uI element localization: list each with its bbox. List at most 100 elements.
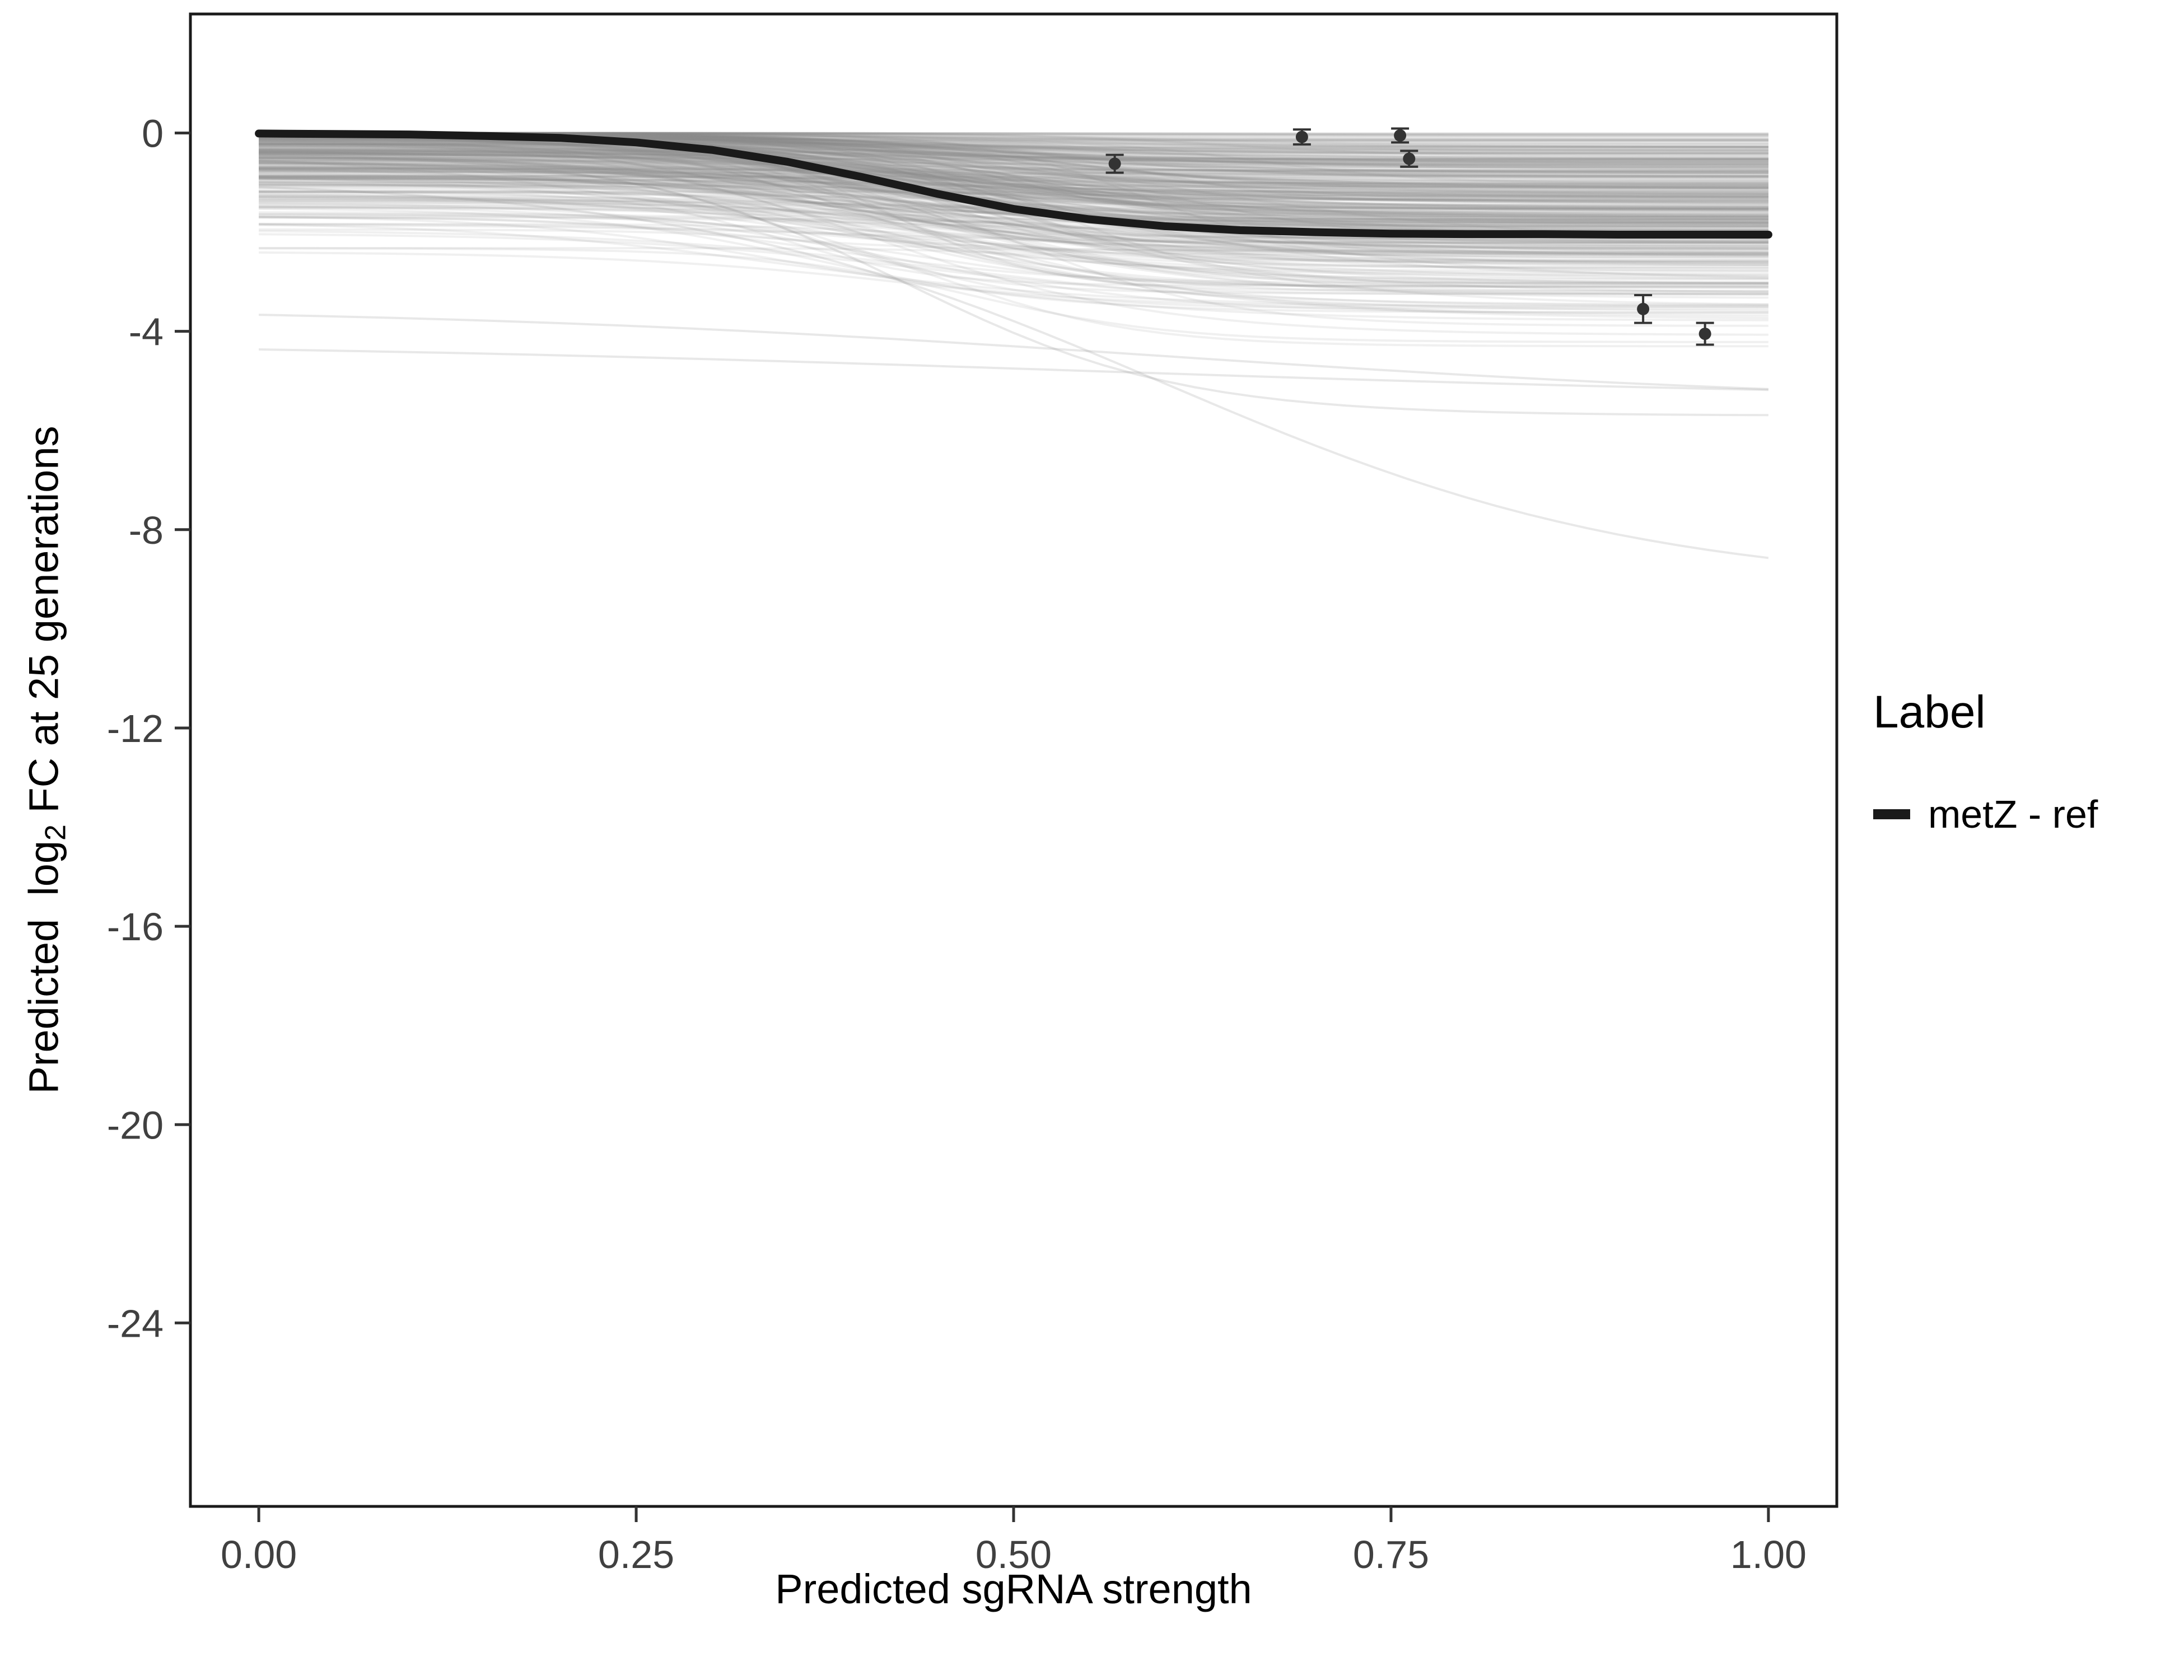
ensemble-curve (259, 161, 1768, 293)
ensemble-curve (259, 155, 1768, 188)
ensemble-curve (259, 143, 1768, 248)
ensemble-curve (259, 166, 1768, 221)
ensemble-curve (259, 179, 1768, 188)
ensemble-curve (259, 216, 1768, 252)
axes: 0.00 0.25 0.50 0.75 1.00 0 -4 -8 -12 -16 -20 -24 (107, 111, 1807, 1576)
ensemble-curve (259, 154, 1768, 200)
ensemble-curve (259, 172, 1768, 293)
ensemble-curve (259, 136, 1768, 219)
ensemble-curve (259, 191, 1768, 200)
ensemble-curve (259, 152, 1768, 189)
ensemble-curve (259, 204, 1768, 225)
ensemble-curve (259, 160, 1768, 186)
ensemble-curve (259, 214, 1768, 226)
ensemble-curve (259, 152, 1768, 218)
ensemble-curve (259, 143, 1768, 207)
ensemble-curve (259, 143, 1768, 213)
ensemble-curve (259, 151, 1768, 208)
ensemble-curve (259, 143, 1768, 148)
ensemble-curve (259, 211, 1768, 348)
ensemble-curve (259, 152, 1768, 256)
ensemble-curve (259, 167, 1768, 285)
ensemble-curve (259, 157, 1768, 255)
ensemble-curve (259, 151, 1768, 220)
ensemble-curve (259, 171, 1768, 175)
ensemble-curve (259, 142, 1768, 221)
ensemble-curve (259, 177, 1768, 194)
ensemble-curve (259, 141, 1768, 155)
ensemble-curve (259, 167, 1768, 176)
ensemble-curve (259, 143, 1768, 158)
ensemble-curve (259, 186, 1768, 223)
ensemble-curve (259, 169, 1768, 225)
ensemble-curve (259, 170, 1768, 317)
ensemble-curve (259, 181, 1768, 319)
ensemble-curve (259, 142, 1768, 202)
ensemble-curve (259, 148, 1768, 255)
y-axis-title: Predicted log2 FC at 25 generations (20, 426, 72, 1094)
ensemble-curve (259, 216, 1768, 285)
data-point (1698, 328, 1711, 340)
ensemble-curve (259, 160, 1768, 206)
ensemble-curve (259, 247, 1768, 343)
ensemble-curve (259, 167, 1768, 174)
ensemble-curve (259, 150, 1768, 250)
ensemble-curve (259, 169, 1768, 198)
ensemble-curve (259, 145, 1768, 244)
y-axis-title-text-2: FC at 25 generations (20, 426, 67, 825)
ensemble-curve (259, 152, 1768, 181)
ensemble-curve (259, 151, 1768, 200)
ensemble-curve (259, 151, 1768, 161)
ensemble-curve (259, 197, 1768, 254)
ensemble-curve (259, 180, 1768, 246)
ensemble-curve (259, 156, 1768, 218)
ensemble-curves (259, 132, 1769, 559)
ensemble-curve (259, 170, 1768, 178)
ensemble-curve (259, 152, 1768, 183)
ensemble-curve (259, 166, 1768, 216)
ensemble-curve (259, 140, 1768, 227)
ensemble-curve (259, 147, 1768, 199)
ensemble-curve (259, 142, 1768, 150)
ensemble-curve (259, 149, 1768, 281)
ensemble-curve (259, 194, 1768, 254)
ensemble-curve (259, 148, 1768, 155)
ensemble-curve (259, 140, 1768, 189)
x-tick-label: 0.50 (976, 1533, 1052, 1576)
ensemble-outlier-curve (259, 314, 1768, 390)
data-points (1105, 127, 1714, 346)
ensemble-curve (259, 160, 1768, 327)
ensemble-curve (259, 156, 1768, 262)
ensemble-curve (259, 216, 1768, 308)
ensemble-curve (259, 175, 1768, 199)
x-tick-label: 1.00 (1730, 1533, 1807, 1576)
ensemble-curve (259, 176, 1768, 203)
legend-title: Label (1873, 687, 1986, 738)
ensemble-curve (259, 143, 1768, 191)
ensemble-curve (259, 142, 1768, 166)
ensemble-curve (259, 150, 1768, 230)
ensemble-curve (259, 206, 1768, 288)
ensemble-outlier-curve (259, 186, 1769, 559)
ensemble-curve (259, 190, 1768, 264)
ensemble-curve (259, 175, 1768, 179)
ensemble-curve (259, 150, 1768, 211)
ensemble-curve (259, 157, 1768, 279)
ensemble-curve (259, 156, 1768, 219)
ensemble-curve (259, 247, 1768, 272)
ensemble-curve (259, 176, 1768, 254)
ensemble-curve (259, 139, 1768, 223)
ensemble-curve (259, 200, 1768, 284)
ensemble-curve (259, 160, 1768, 256)
ensemble-curve (259, 189, 1768, 259)
ensemble-curve (259, 162, 1768, 224)
data-point (1394, 129, 1407, 142)
ensemble-curve (259, 145, 1768, 209)
ensemble-curve (259, 141, 1768, 177)
y-axis-title-subscript: 2 (39, 824, 72, 841)
ensemble-curve (259, 137, 1768, 211)
legend: Label metZ - ref (1873, 686, 2098, 837)
ensemble-curve (259, 152, 1768, 228)
ensemble-curve (259, 155, 1768, 161)
ensemble-curve (259, 141, 1768, 197)
